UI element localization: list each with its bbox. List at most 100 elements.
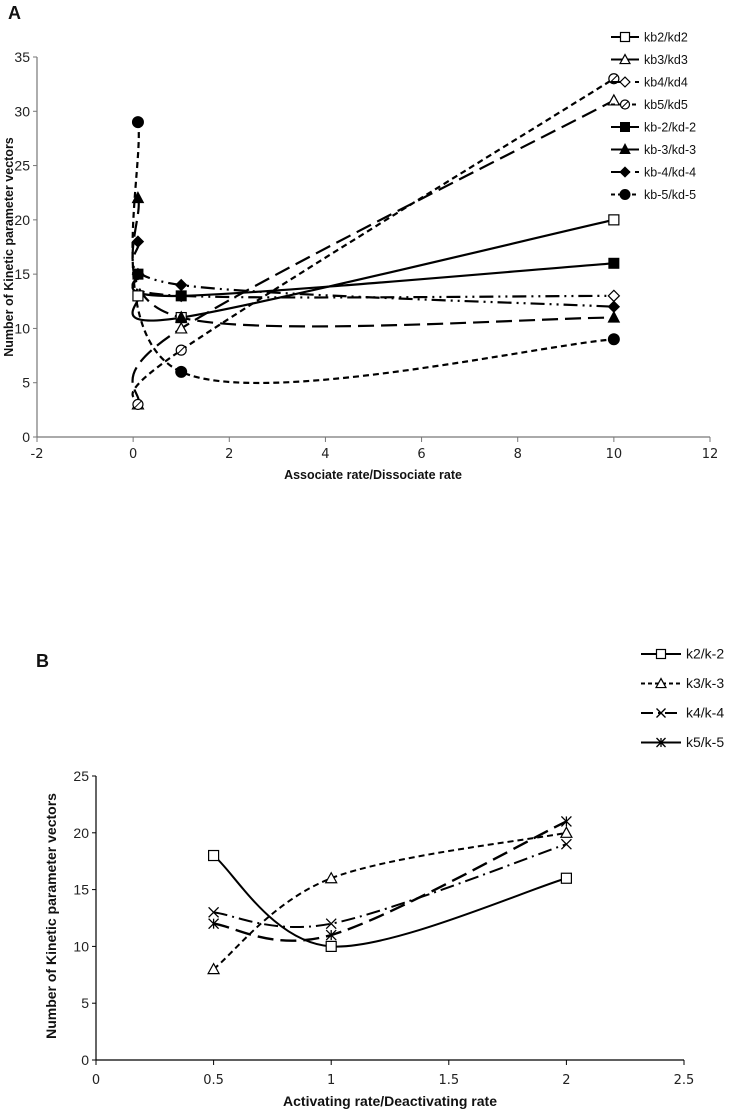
x-tick-label: 2 <box>225 447 233 462</box>
legend-marker-kb2-kd2 <box>619 31 631 43</box>
series-line-kb-2-kd-2 <box>131 262 614 297</box>
data-point-k5-k-5 <box>325 929 337 941</box>
data-point-kb4-kd4 <box>607 289 621 303</box>
legend-b: k2/k-2 k3/k-3 k4/k-4 k5/k-5 <box>641 646 724 750</box>
chart-b: B Number of Kinetic parameter vectors Ac… <box>36 646 724 1110</box>
y-tick-label: 20 <box>73 825 89 841</box>
legend-marker-k3-k-3 <box>655 677 667 689</box>
legend-label: kb-5/kd-5 <box>644 188 696 202</box>
legend-marker-kb-5-kd-5 <box>619 189 631 200</box>
legend-marker-k4-k-4 <box>656 708 666 718</box>
legend-item-kb-2-kd-2: kb-2/kd-2 <box>611 121 696 135</box>
series-line-k5-k-5 <box>213 820 567 942</box>
legend-label: kb2/kd2 <box>644 31 688 45</box>
y-tick-label: 25 <box>73 768 89 784</box>
data-point-kb-4-kd-4 <box>175 278 188 292</box>
legend-item-kb-5-kd-5: kb-5/kd-5 <box>611 188 696 202</box>
legend-label: kb3/kd3 <box>644 53 688 67</box>
legend-marker-kb5-kd5 <box>619 99 631 110</box>
legend-item-kb4-kd4: kb4/kd4 <box>611 76 688 90</box>
data-point-kb-3-kd-3 <box>131 191 145 204</box>
legend-label: k2/k-2 <box>686 646 724 662</box>
data-point-k3-k-3 <box>207 962 221 975</box>
legend-item-kb-3-kd-3: kb-3/kd-3 <box>611 143 696 157</box>
data-point-k5-k-5 <box>560 815 572 827</box>
x-tick-label: 0.5 <box>203 1073 224 1088</box>
x-tick-label: 0 <box>92 1073 100 1088</box>
data-point-kb5-kd5 <box>175 344 187 356</box>
data-point-k2-k-2 <box>560 872 573 884</box>
legend-label: k3/k-3 <box>686 675 724 691</box>
y-tick-label: 15 <box>14 266 30 282</box>
series-line-kb3-kd3 <box>131 99 615 405</box>
x-tick-label: 6 <box>417 447 425 462</box>
x-axis-title-b: Activating rate/Deactivating rate <box>283 1093 497 1109</box>
data-point-kb5-kd5 <box>132 398 144 411</box>
y-tick-label: 20 <box>14 212 30 228</box>
data-point-k4-k-4 <box>208 906 220 918</box>
legend-item-kb3-kd3: kb3/kd3 <box>611 53 688 67</box>
panel-label-a: A <box>8 3 21 23</box>
x-tick-label: 10 <box>606 447 623 462</box>
legend-marker-kb-3-kd-3 <box>619 143 631 155</box>
x-tick-label: -2 <box>31 447 44 462</box>
legend-label: kb5/kd5 <box>644 98 688 112</box>
legend-item-k5-k-5: k5/k-5 <box>641 734 724 750</box>
y-tick-label: 30 <box>14 103 30 119</box>
panel-label-b: B <box>36 651 49 671</box>
legend-marker-k5-k-5 <box>656 737 666 748</box>
y-tick-label: 10 <box>14 320 30 336</box>
y-tick-label: 5 <box>22 375 30 391</box>
series-line-k3-k-3 <box>212 831 567 970</box>
series-line-kb-5-kd-5 <box>131 121 614 385</box>
data-point-kb2-kd2 <box>608 214 620 226</box>
data-point-kb3-kd3 <box>607 93 621 106</box>
series-line-k4-k-4 <box>213 843 567 928</box>
x-tick-label: 0 <box>129 447 137 462</box>
series-line-kb-3-kd-3 <box>131 197 614 328</box>
x-tick-label: 1.5 <box>438 1073 459 1088</box>
series-line-kb5-kd5 <box>131 77 615 406</box>
y-tick-label: 25 <box>14 158 30 174</box>
data-point-kb-5-kd-5 <box>175 365 188 378</box>
legend-item-kb-4-kd-4: kb-4/kd-4 <box>611 166 696 180</box>
legend-item-kb2-kd2: kb2/kd2 <box>611 31 688 45</box>
legend-marker-kb4-kd4 <box>619 76 631 88</box>
y-axis-title-a: Number of Kinetic parameter vectors <box>2 137 16 357</box>
x-tick-label: 2 <box>562 1073 570 1088</box>
legend-label: kb-3/kd-3 <box>644 143 696 157</box>
x-axis-title-a: Associate rate/Dissociate rate <box>284 468 462 482</box>
data-point-k3-k-3 <box>559 826 573 838</box>
x-tick-label: 2.5 <box>674 1073 695 1088</box>
legend-marker-kb3-kd3 <box>619 53 631 65</box>
legend-label: k5/k-5 <box>686 734 724 750</box>
legend-item-k3-k-3: k3/k-3 <box>641 675 724 691</box>
data-point-k3-k-3 <box>324 871 338 884</box>
data-point-kb2-kd2 <box>132 290 144 302</box>
legend-label: k4/k-4 <box>686 705 724 721</box>
legend-label: kb4/kd4 <box>644 76 688 90</box>
series-line-kb-4-kd-4 <box>131 240 614 308</box>
data-point-k5-k-5 <box>208 918 220 930</box>
series-line-kb2-kd2 <box>131 218 615 322</box>
data-point-kb3-kd3 <box>174 321 188 334</box>
y-axis-title-b: Number of Kinetic parameter vectors <box>43 793 59 1039</box>
data-point-k4-k-4 <box>325 918 337 930</box>
x-tick-label: 4 <box>321 447 329 462</box>
y-tick-label: 0 <box>22 429 30 445</box>
data-point-kb-4-kd-4 <box>131 235 145 248</box>
chart-a: A Number of Kinetic parameter vectors As… <box>2 3 718 482</box>
y-tick-label: 15 <box>73 882 89 898</box>
legend-marker-k2-k-2 <box>655 648 667 660</box>
legend-a: kb2/kd2 kb3/kd3 kb4/kd4 kb5/kd5 kb-2/kd-2 kb-… <box>611 31 696 202</box>
legend-item-k2-k-2: k2/k-2 <box>641 646 724 662</box>
legend-item-k4-k-4: k4/k-4 <box>641 705 724 721</box>
y-tick-label: 5 <box>81 995 89 1011</box>
legend-item-kb5-kd5: kb5/kd5 <box>611 98 688 112</box>
data-point-k2-k-2 <box>325 940 337 953</box>
legend-marker-kb-4-kd-4 <box>619 166 631 178</box>
y-tick-label: 0 <box>81 1052 89 1068</box>
legend-label: kb-2/kd-2 <box>644 121 696 135</box>
data-point-kb-2-kd-2 <box>608 257 620 269</box>
data-point-kb-2-kd-2 <box>132 268 144 280</box>
